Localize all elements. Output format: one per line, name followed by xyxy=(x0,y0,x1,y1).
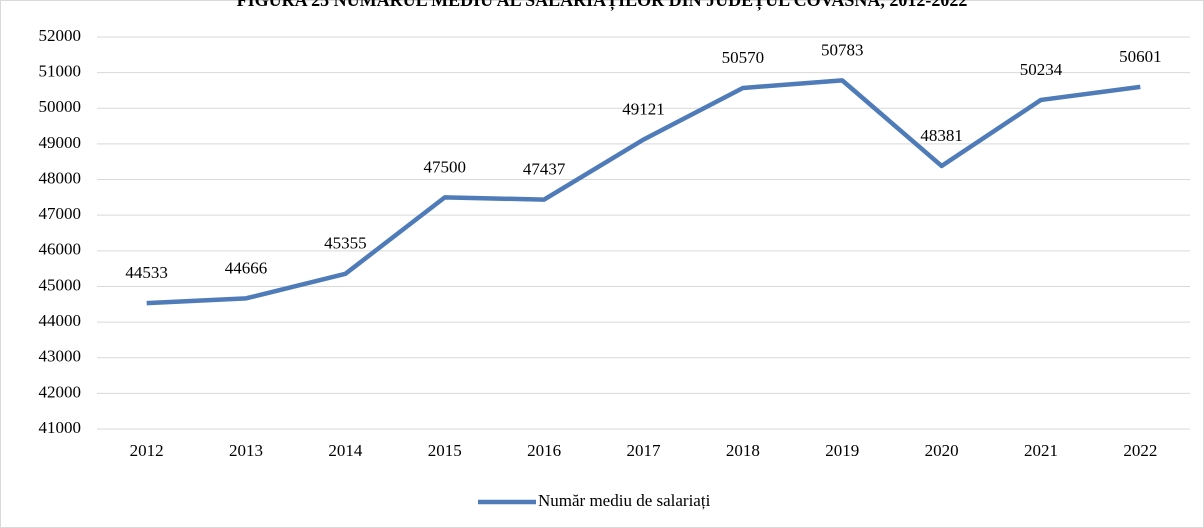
data-label: 50783 xyxy=(821,40,864,59)
data-label: 50234 xyxy=(1020,60,1063,79)
x-tick-label: 2013 xyxy=(229,441,263,460)
y-tick-label: 51000 xyxy=(39,62,82,81)
chart-title: FIGURA 25 NUMĂRUL MEDIU AL SALARIAȚILOR … xyxy=(237,0,968,11)
x-tick-label: 2022 xyxy=(1123,441,1157,460)
data-label: 48381 xyxy=(920,126,963,145)
y-tick-label: 41000 xyxy=(39,418,82,437)
data-label: 45355 xyxy=(324,234,367,253)
y-tick-label: 42000 xyxy=(39,382,82,401)
x-tick-label: 2015 xyxy=(428,441,462,460)
x-tick-label: 2014 xyxy=(328,441,363,460)
y-tick-label: 48000 xyxy=(39,168,82,187)
x-tick-label: 2021 xyxy=(1024,441,1058,460)
y-tick-label: 46000 xyxy=(39,240,82,259)
data-label: 44533 xyxy=(125,263,168,282)
x-tick-label: 2018 xyxy=(726,441,760,460)
y-tick-label: 44000 xyxy=(39,311,82,330)
x-tick-label: 2017 xyxy=(627,441,662,460)
data-label: 47500 xyxy=(424,157,467,176)
y-tick-label: 49000 xyxy=(39,133,82,152)
data-line xyxy=(146,78,1141,306)
x-tick-label: 2016 xyxy=(527,441,561,460)
y-tick-label: 50000 xyxy=(39,97,82,116)
x-tick-label: 2012 xyxy=(130,441,164,460)
data-label: 44666 xyxy=(225,258,268,277)
data-label: 50570 xyxy=(722,48,765,67)
data-label: 49121 xyxy=(622,100,665,119)
legend-label: Număr mediu de salariați xyxy=(538,491,711,510)
data-label: 50601 xyxy=(1119,47,1162,66)
y-tick-label: 43000 xyxy=(39,347,82,366)
x-tick-label: 2020 xyxy=(925,441,959,460)
y-tick-label: 52000 xyxy=(39,26,82,45)
data-label: 47437 xyxy=(523,160,566,179)
x-tick-label: 2019 xyxy=(825,441,859,460)
y-tick-label: 45000 xyxy=(39,275,82,294)
y-tick-label: 47000 xyxy=(39,204,82,223)
